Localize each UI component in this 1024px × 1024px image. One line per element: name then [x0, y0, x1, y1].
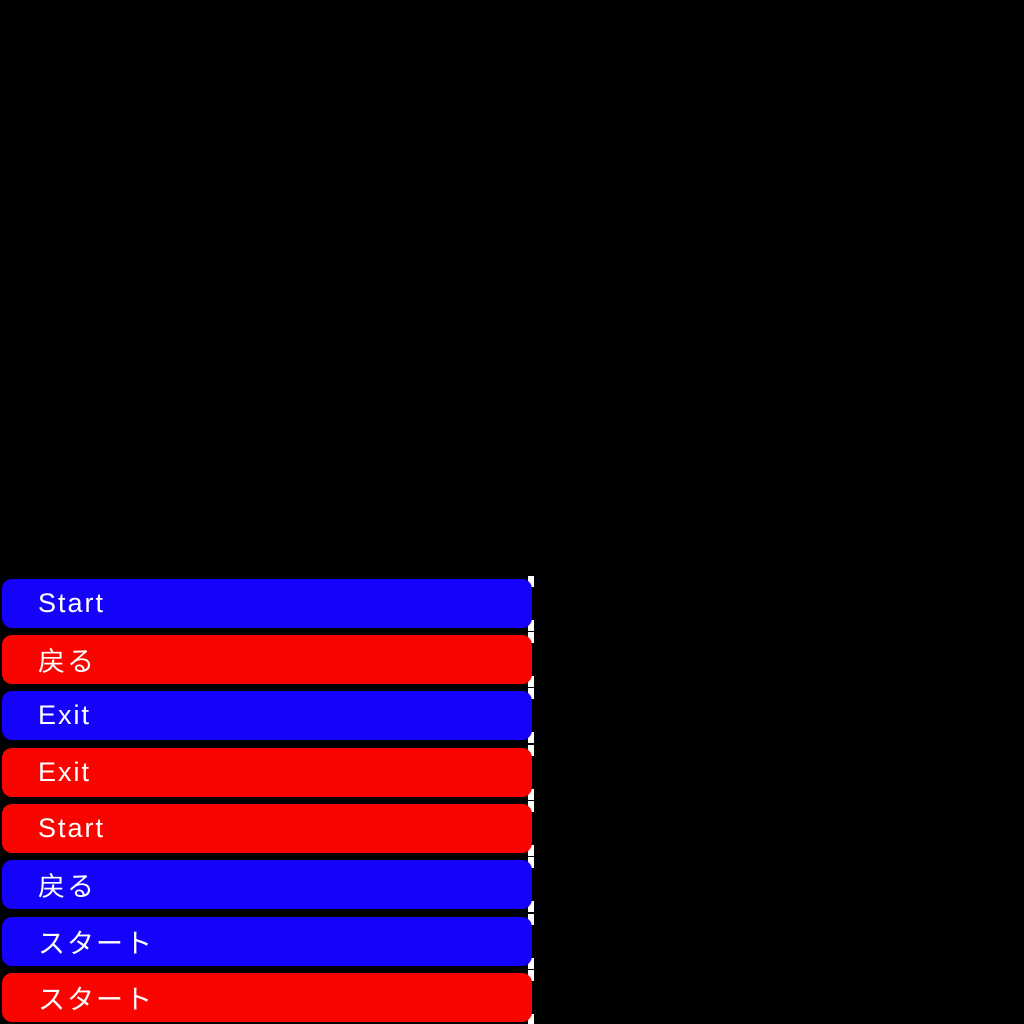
corner-mark-bottom-right	[528, 676, 534, 687]
button-row: スタート	[2, 914, 534, 969]
button-row: Exit	[2, 688, 534, 743]
corner-mark-top-right	[528, 914, 534, 925]
corner-mark-top-right	[528, 576, 534, 587]
button-row: 戻る	[2, 857, 534, 912]
corner-mark-bottom-right	[528, 845, 534, 856]
corner-mark-top-right	[528, 970, 534, 981]
button-label: スタート	[38, 985, 154, 1015]
game-button-red-3[interactable]: Exit	[2, 748, 532, 797]
corner-mark-bottom-right	[528, 789, 534, 800]
game-button-red-7[interactable]: スタート	[2, 973, 532, 1022]
button-row: 戻る	[2, 632, 534, 687]
corner-mark-top-right	[528, 745, 534, 756]
corner-mark-top-right	[528, 688, 534, 699]
game-button-red-4[interactable]: Start	[2, 804, 532, 853]
game-button-blue-6[interactable]: スタート	[2, 917, 532, 966]
corner-mark-top-right	[528, 801, 534, 812]
button-label: 戻る	[38, 647, 96, 677]
button-row: Start	[2, 801, 534, 856]
corner-mark-bottom-right	[528, 732, 534, 743]
button-row: Exit	[2, 745, 534, 800]
corner-mark-bottom-right	[528, 620, 534, 631]
game-button-blue-2[interactable]: Exit	[2, 691, 532, 740]
corner-mark-bottom-right	[528, 958, 534, 969]
button-label: 戻る	[38, 872, 96, 902]
game-button-red-1[interactable]: 戻る	[2, 635, 532, 684]
game-button-blue-5[interactable]: 戻る	[2, 860, 532, 909]
game-button-blue-0[interactable]: Start	[2, 579, 532, 628]
corner-mark-top-right	[528, 857, 534, 868]
button-label: Exit	[38, 757, 92, 787]
button-label: Exit	[38, 700, 92, 730]
corner-mark-bottom-right	[528, 1014, 534, 1024]
button-label: スタート	[38, 929, 154, 959]
button-row: Start	[2, 576, 534, 631]
corner-mark-top-right	[528, 632, 534, 643]
button-label: Start	[38, 813, 106, 843]
corner-mark-bottom-right	[528, 901, 534, 912]
button-row: スタート	[2, 970, 534, 1024]
button-label: Start	[38, 588, 106, 618]
